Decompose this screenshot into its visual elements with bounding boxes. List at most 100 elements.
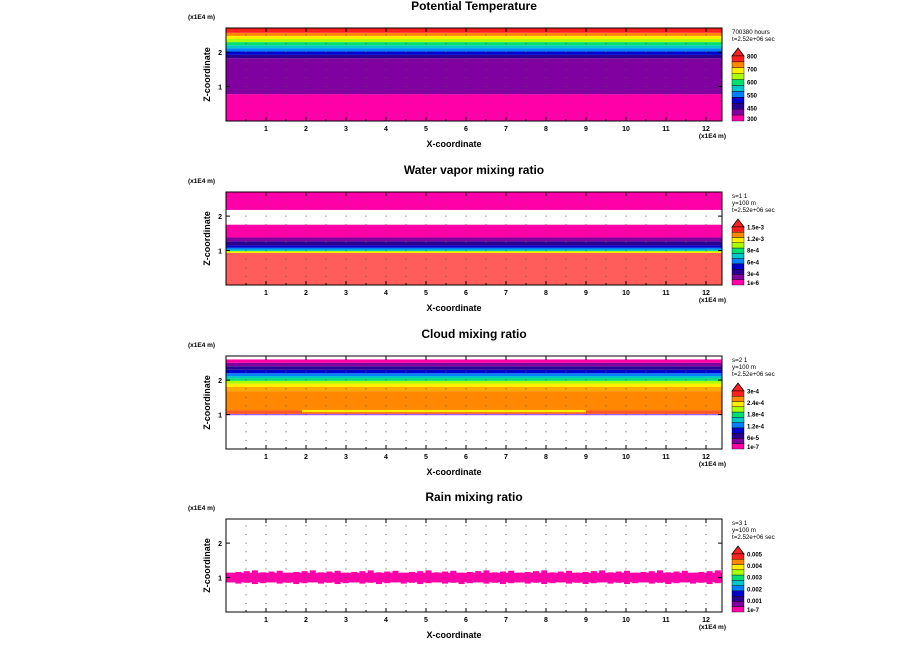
x-tick-label: 11 (662, 454, 670, 461)
x-tick-label: 3 (344, 454, 348, 461)
x-scale-label: (x1E4 m) (699, 297, 726, 304)
grid-dot (245, 414, 247, 416)
grid-dot (325, 525, 327, 527)
grid-dot (245, 405, 247, 407)
grid-dot (485, 371, 487, 372)
grid-dot (245, 232, 247, 234)
grid-dot (285, 414, 287, 416)
grid-dot (405, 224, 407, 226)
grid-dot (325, 534, 327, 535)
grid-dot (405, 86, 407, 88)
contour-fragment (458, 572, 465, 574)
grid-dot (265, 77, 267, 79)
x-tick-label: 8 (544, 126, 548, 133)
grid-dot (665, 439, 667, 441)
grid-dot (485, 551, 487, 553)
legend-label: 3e-4 (747, 390, 760, 396)
x-tick-label: 4 (384, 126, 388, 133)
grid-dot (465, 585, 467, 587)
grid-dot (445, 68, 447, 70)
grid-dot (525, 34, 527, 36)
grid-dot (485, 267, 487, 269)
contour-fragment (648, 571, 655, 574)
grid-dot (565, 43, 567, 44)
grid-dot (645, 371, 647, 372)
grid-dot (625, 241, 627, 243)
grid-dot (245, 379, 247, 381)
grid-dot (645, 111, 647, 113)
grid-dot (665, 103, 667, 105)
x-tick-label: 7 (504, 126, 508, 133)
info-text: t=2.52e+06 sec (732, 207, 775, 214)
grid-dot (585, 371, 587, 372)
grid-dot (585, 103, 587, 105)
legend-swatch (731, 279, 745, 286)
contour-fragment (508, 570, 515, 574)
legend-swatch (731, 601, 745, 607)
grid-dot (705, 267, 707, 269)
grid-dot (365, 396, 367, 398)
grid-dot (545, 568, 547, 570)
grid-dot (445, 396, 447, 398)
contour-fragment (260, 581, 267, 584)
grid-dot (645, 241, 647, 243)
grid-dot (525, 103, 527, 105)
grid-dot (465, 414, 467, 416)
grid-dot (625, 577, 627, 579)
grid-dot (465, 51, 467, 53)
grid-dot (305, 602, 307, 604)
grid-dot (485, 86, 487, 88)
grid-dot (585, 215, 587, 217)
grid-dot (685, 542, 687, 544)
grid-dot (665, 207, 667, 208)
grid-dot (625, 559, 627, 561)
grid-dot (325, 94, 327, 96)
grid-dot (445, 568, 447, 570)
contour-fragment (574, 581, 581, 583)
grid-dot (485, 422, 487, 424)
grid-dot (565, 594, 567, 596)
grid-dot (485, 431, 487, 433)
grid-dot (625, 525, 627, 527)
grid-dot (605, 362, 607, 364)
grid-dot (465, 422, 467, 424)
grid-dot (625, 594, 627, 596)
grid-dot (465, 405, 467, 407)
grid-dot (285, 551, 287, 553)
grid-dot (505, 431, 507, 433)
grid-dot (265, 68, 267, 70)
grid-dot (605, 422, 607, 424)
grid-dot (385, 542, 387, 544)
grid-dot (645, 34, 647, 36)
grid-dot (445, 542, 447, 544)
grid-dot (545, 585, 547, 587)
grid-dot (445, 207, 447, 208)
grid-dot (625, 602, 627, 604)
legend-swatch (731, 79, 745, 86)
grid-dot (525, 68, 527, 70)
x-tick-label: 7 (504, 617, 508, 624)
grid-dot (665, 224, 667, 226)
grid-dot (665, 241, 667, 243)
legend-label: 6e-5 (747, 436, 760, 442)
grid-dot (525, 241, 527, 243)
contour-fragment (235, 581, 242, 584)
grid-dot (245, 585, 247, 587)
grid-dot (485, 51, 487, 53)
contour-band (226, 251, 722, 253)
grid-dot (445, 275, 447, 277)
grid-dot (525, 43, 527, 44)
grid-dot (405, 594, 407, 596)
grid-dot (585, 111, 587, 113)
grid-dot (265, 111, 267, 113)
grid-dot (305, 86, 307, 88)
grid-dot (385, 422, 387, 424)
grid-dot (605, 414, 607, 416)
legend-arrow (731, 47, 745, 57)
contour-band (226, 252, 722, 285)
grid-dot (565, 568, 567, 570)
grid-dot (705, 215, 707, 217)
grid-dot (545, 414, 547, 416)
legend-label: 1e-7 (747, 608, 760, 614)
contour-fragment (681, 581, 688, 583)
